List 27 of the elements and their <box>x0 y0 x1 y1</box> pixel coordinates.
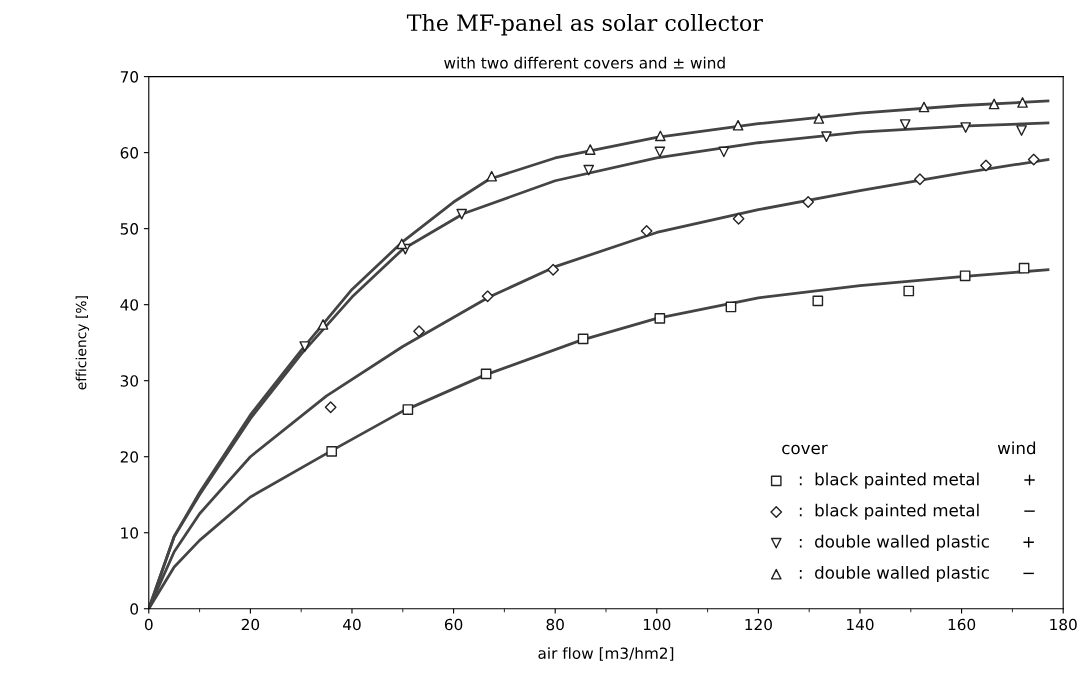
x-tick-label: 180 <box>1050 618 1077 631</box>
x-tick-label: 100 <box>643 618 671 631</box>
legend-label: : double walled plastic − <box>799 565 1034 583</box>
y-tick-label: 30 <box>120 375 139 387</box>
x-tick-label: 160 <box>948 618 976 631</box>
x-axis-title: air flow [m3/hm2] <box>538 647 674 661</box>
legend-label: : black painted metal − <box>799 503 1035 520</box>
chart-subtitle: with two different covers and ± wind <box>444 56 725 69</box>
y-tick-label: 60 <box>120 147 139 159</box>
y-tick-label: 40 <box>120 299 139 311</box>
x-tick-label: 80 <box>546 618 564 631</box>
y-tick-label: 70 <box>120 71 139 83</box>
legend-label: : double walled plastic + <box>799 534 1034 551</box>
y-tick-label: 0 <box>130 603 139 615</box>
x-tick-label: 0 <box>144 618 153 631</box>
x-tick-label: 120 <box>745 618 772 631</box>
y-tick-label: 10 <box>121 527 139 539</box>
y-tick-label: 50 <box>120 223 139 235</box>
chart-title: The MF-panel as solar collector <box>406 13 763 36</box>
y-axis-title: efficiency [%] <box>75 296 90 390</box>
y-tick-label: 20 <box>120 451 139 463</box>
x-tick-label: 60 <box>444 618 463 631</box>
legend-title: cover wind <box>782 441 1036 455</box>
x-tick-label: 20 <box>241 618 260 631</box>
x-tick-label: 140 <box>847 618 874 631</box>
legend-label: : black painted metal + <box>799 472 1035 489</box>
x-tick-label: 40 <box>343 618 361 631</box>
